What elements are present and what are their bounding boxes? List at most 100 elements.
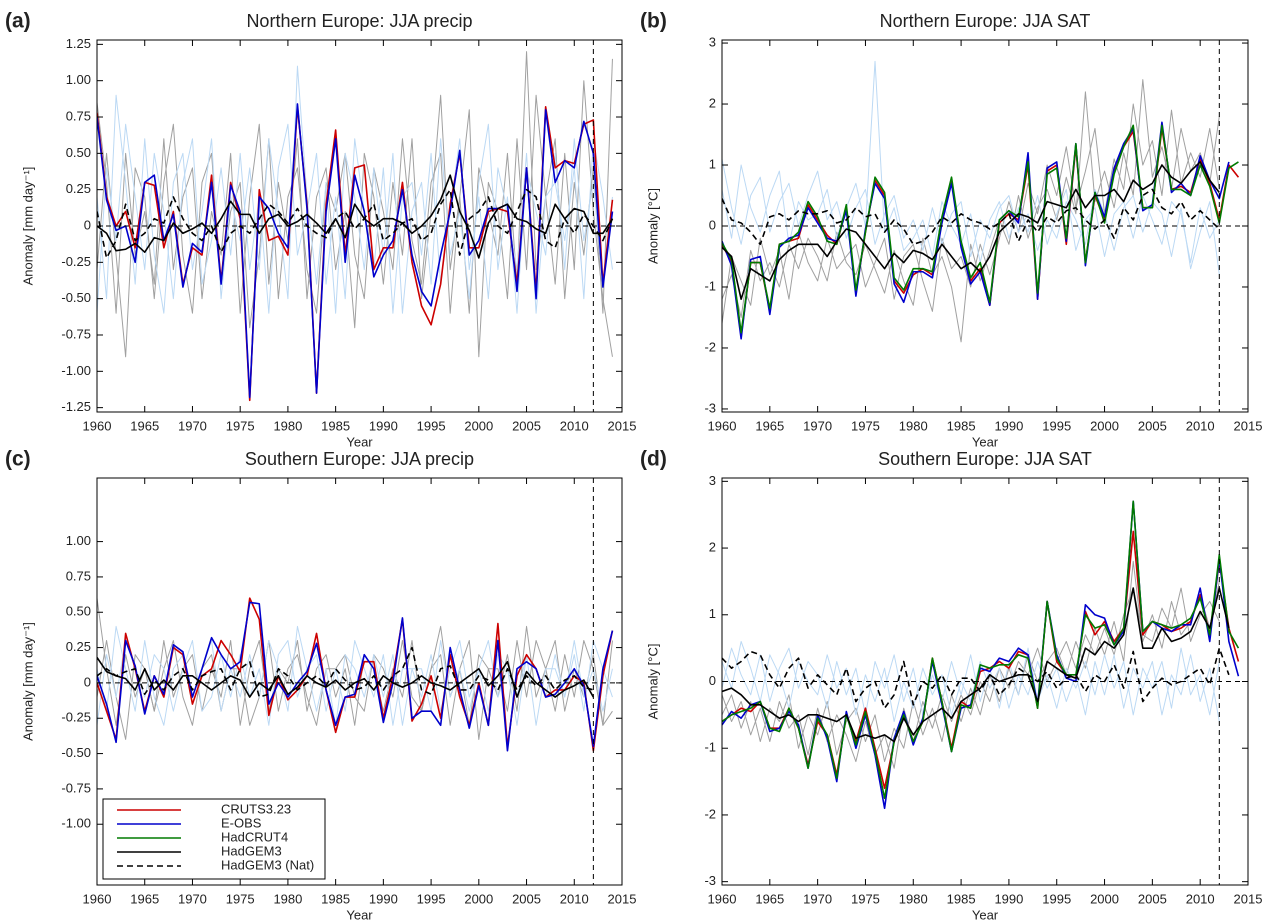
y-tick-label: 0.75 [66, 568, 91, 583]
x-tick-label: 2010 [1186, 418, 1215, 433]
x-tick-label: 1965 [130, 891, 159, 906]
x-tick-label: 2010 [560, 891, 589, 906]
panel-label: (a) [5, 10, 31, 33]
series-line [722, 103, 1220, 324]
x-tick-label: 1960 [708, 418, 737, 433]
x-tick-label: 2015 [608, 891, 637, 906]
y-tick-label: 0.25 [66, 639, 91, 654]
x-tick-label: 1985 [947, 418, 976, 433]
y-tick-label: 3 [709, 473, 716, 488]
x-tick-label: 1995 [417, 891, 446, 906]
series-line [722, 188, 1220, 246]
y-axis-label: Anomaly [°C] [645, 188, 660, 264]
x-tick-label: 1990 [994, 418, 1023, 433]
series-line [722, 647, 1220, 716]
y-tick-label: -1.00 [61, 816, 91, 831]
x-tick-label: 1970 [803, 891, 832, 906]
series-line [97, 174, 614, 259]
x-tick-label: 2005 [1138, 891, 1167, 906]
legend-label: E-OBS [221, 815, 262, 830]
y-tick-label: -1.25 [61, 399, 91, 414]
x-tick-label: 1965 [755, 418, 784, 433]
x-tick-label: 1975 [851, 418, 880, 433]
legend-label: CRUTS3.23 [221, 801, 291, 816]
x-tick-label: 1985 [947, 891, 976, 906]
series-line [97, 80, 613, 358]
x-tick-label: 1970 [178, 891, 207, 906]
y-tick-label: -0.25 [61, 254, 91, 269]
x-tick-label: 1975 [851, 891, 880, 906]
x-tick-label: 2010 [1186, 891, 1215, 906]
series-line [722, 121, 1230, 340]
y-tick-label: -2 [704, 339, 716, 354]
x-tick-label: 1965 [130, 418, 159, 433]
series-line [722, 560, 1220, 763]
series-line [97, 51, 613, 329]
series-line [97, 646, 594, 698]
plot-area [97, 51, 614, 402]
y-tick-label: 1 [709, 156, 716, 171]
x-tick-label: 1970 [803, 418, 832, 433]
x-tick-label: 2000 [464, 891, 493, 906]
y-axis-label: Anomaly [mm day⁻¹] [20, 622, 35, 741]
y-tick-label: 2 [709, 95, 716, 110]
x-tick-label: 1995 [1042, 891, 1071, 906]
x-tick-label: 2015 [608, 418, 637, 433]
chart-title: Northern Europe: JJA precip [246, 11, 472, 31]
y-tick-label: 0 [709, 217, 716, 232]
y-tick-label: -1.00 [61, 363, 91, 378]
x-tick-label: 1980 [899, 418, 928, 433]
panel-label: (b) [640, 10, 667, 33]
x-tick-label: 1990 [994, 891, 1023, 906]
y-tick-label: 0.50 [66, 145, 91, 160]
x-tick-label: 2010 [560, 418, 589, 433]
x-tick-label: 1980 [899, 891, 928, 906]
x-tick-label: 1970 [178, 418, 207, 433]
panel-label: (d) [640, 448, 667, 471]
x-tick-label: 1975 [226, 418, 255, 433]
x-tick-label: 1985 [321, 418, 350, 433]
x-tick-label: 1990 [369, 418, 398, 433]
x-tick-label: 1995 [1042, 418, 1071, 433]
y-tick-label: -3 [704, 400, 716, 415]
chart-title: Southern Europe: JJA SAT [878, 449, 1092, 469]
x-tick-label: 2000 [1090, 891, 1119, 906]
x-tick-label: 2005 [512, 891, 541, 906]
plot-area [722, 500, 1240, 810]
y-tick-label: 1.25 [66, 36, 91, 51]
series-line [722, 500, 1240, 800]
y-tick-label: -0.75 [61, 780, 91, 795]
y-tick-label: -3 [704, 873, 716, 888]
x-axis-label: Year [346, 907, 373, 922]
series-line [722, 647, 1230, 709]
legend-label: HadGEM3 (Nat) [221, 857, 314, 872]
plot-area [97, 597, 614, 752]
x-tick-label: 2000 [464, 418, 493, 433]
y-tick-label: -1 [704, 740, 716, 755]
x-axis-label: Year [346, 434, 373, 449]
x-tick-label: 1965 [755, 891, 784, 906]
x-tick-label: 1990 [369, 891, 398, 906]
x-tick-label: 1995 [417, 418, 446, 433]
x-axis-label: Year [972, 907, 999, 922]
y-tick-label: 0.25 [66, 181, 91, 196]
panel-label: (c) [5, 448, 31, 471]
series-line [722, 161, 1220, 300]
x-axis-label: Year [972, 434, 999, 449]
x-tick-label: 1985 [321, 891, 350, 906]
y-tick-label: -0.50 [61, 745, 91, 760]
y-tick-label: -0.25 [61, 710, 91, 725]
y-tick-label: 0 [84, 217, 91, 232]
series-line [722, 60, 1220, 264]
series-line [97, 657, 595, 698]
series-line [97, 123, 613, 314]
x-tick-label: 2005 [512, 418, 541, 433]
x-tick-label: 1960 [708, 891, 737, 906]
x-tick-label: 2000 [1090, 418, 1119, 433]
y-tick-label: 0 [709, 673, 716, 688]
series-line [722, 124, 1239, 334]
y-tick-label: -0.75 [61, 326, 91, 341]
y-tick-label: 0 [84, 674, 91, 689]
series-line [722, 158, 1220, 275]
x-tick-label: 1980 [273, 891, 302, 906]
